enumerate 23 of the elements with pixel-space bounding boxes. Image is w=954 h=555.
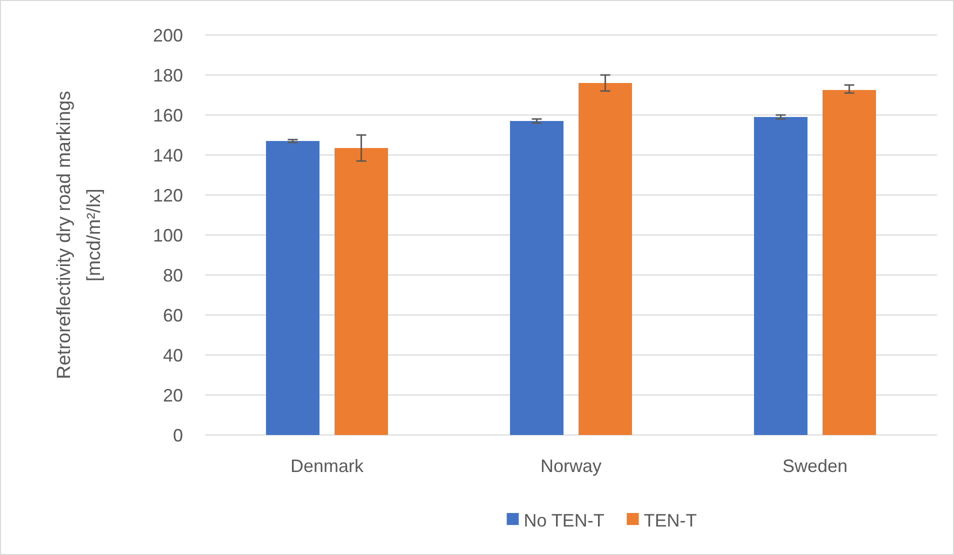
y-tick-label: 20 xyxy=(162,385,183,406)
y-tick-label: 80 xyxy=(162,265,183,286)
y-tick-label: 120 xyxy=(152,185,183,206)
legend-label: No TEN-T xyxy=(524,510,604,530)
x-tick-label: Norway xyxy=(540,456,602,476)
bar xyxy=(266,141,320,435)
y-tick-label: 60 xyxy=(162,305,183,326)
y-tick-label: 140 xyxy=(152,145,183,166)
bar xyxy=(578,83,632,435)
y-tick-label: 0 xyxy=(172,425,183,446)
y-axis-title: Retroreflectivity dry road markings [mcd/m²/lx] xyxy=(54,90,105,380)
bar xyxy=(510,121,564,435)
y-tick-label: 100 xyxy=(152,225,183,246)
legend-label: TEN-T xyxy=(644,510,697,530)
bar xyxy=(822,90,876,435)
y-tick-label: 180 xyxy=(152,65,183,86)
x-tick-label: Denmark xyxy=(290,456,365,476)
bar xyxy=(754,117,808,435)
x-tick-label: Sweden xyxy=(782,456,848,476)
bar xyxy=(334,148,388,435)
y-tick-label: 40 xyxy=(162,345,183,366)
y-tick-label: 160 xyxy=(152,105,183,126)
y-tick-label: 200 xyxy=(152,25,183,46)
